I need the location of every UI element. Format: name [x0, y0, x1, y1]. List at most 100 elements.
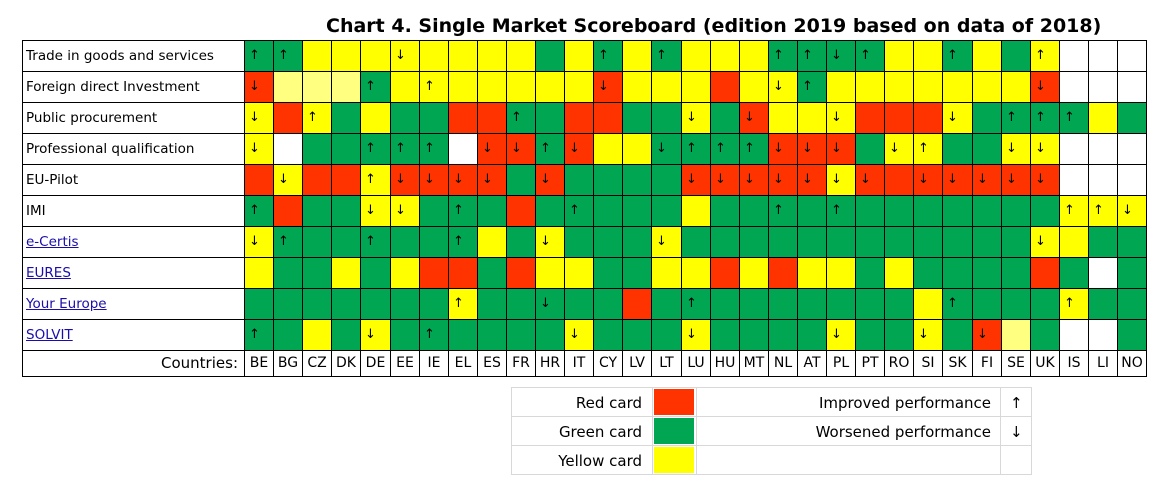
score-cell-imi-mt [739, 195, 769, 227]
score-cell-foreign-direct-investment-uk: ↓ [1030, 71, 1060, 103]
up-arrow-icon: ↑ [395, 141, 406, 156]
country-label-ie: IE [419, 350, 449, 377]
score-cell-solvit-lv [622, 319, 652, 351]
down-arrow-icon: ↓ [977, 327, 988, 342]
score-cell-trade-in-goods-and-services-cz [302, 40, 332, 72]
down-arrow-icon: ↓ [569, 141, 580, 156]
score-cell-e-certis-si [913, 226, 943, 258]
score-cell-eu-pilot-pl: ↓ [826, 164, 856, 196]
score-cell-e-certis-mt [739, 226, 769, 258]
down-arrow-icon: ↓ [482, 141, 493, 156]
country-label-se: SE [1001, 350, 1031, 377]
up-arrow-icon: ↑ [365, 172, 376, 187]
score-cell-e-certis-ee [390, 226, 420, 258]
score-cell-your-europe-ro [884, 288, 914, 320]
score-cell-foreign-direct-investment-dk [331, 71, 361, 103]
score-cell-professional-qualification-ro: ↓ [884, 133, 914, 165]
down-arrow-icon: ↓ [947, 110, 958, 125]
up-arrow-icon: ↑ [947, 48, 958, 63]
score-cell-foreign-direct-investment-lu [681, 71, 711, 103]
score-cell-foreign-direct-investment-pt [855, 71, 885, 103]
score-cell-eures-de [360, 257, 391, 289]
score-cell-solvit-hr [535, 319, 565, 351]
down-arrow-icon: ↓ [686, 172, 697, 187]
up-arrow-icon: ↑ [1035, 48, 1046, 63]
down-arrow-icon: ↓ [249, 141, 260, 156]
row-label-your-europe[interactable]: Your Europe [22, 288, 245, 320]
down-arrow-icon: ↓ [947, 172, 958, 187]
score-cell-your-europe-cz [302, 288, 332, 320]
score-cell-eu-pilot-cy [593, 164, 623, 196]
score-cell-foreign-direct-investment-at: ↑ [797, 71, 827, 103]
up-arrow-icon: ↑ [918, 141, 929, 156]
score-cell-trade-in-goods-and-services-mt [739, 40, 769, 72]
score-cell-your-europe-hr: ↓ [535, 288, 565, 320]
score-cell-eures-cy [593, 257, 623, 289]
score-cell-your-europe-be [244, 288, 274, 320]
down-arrow-icon: ↓ [744, 172, 755, 187]
down-arrow-icon: ↓ [1035, 141, 1046, 156]
row-label-solvit[interactable]: SOLVIT [22, 319, 245, 351]
score-cell-public-procurement-pt [855, 102, 885, 134]
score-cell-your-europe-is: ↑ [1059, 288, 1089, 320]
country-label-sk: SK [942, 350, 973, 377]
score-cell-trade-in-goods-and-services-at: ↑ [797, 40, 827, 72]
score-cell-your-europe-uk [1030, 288, 1060, 320]
score-cell-eu-pilot-fr [506, 164, 536, 196]
score-cell-public-procurement-is: ↑ [1059, 102, 1089, 134]
score-cell-e-certis-ro [884, 226, 914, 258]
score-cell-foreign-direct-investment-fr [506, 71, 536, 103]
score-cell-professional-qualification-el [448, 133, 478, 165]
score-cell-solvit-si: ↓ [913, 319, 943, 351]
score-cell-solvit-cz [302, 319, 332, 351]
score-cell-public-procurement-cy [593, 102, 623, 134]
score-cell-professional-qualification-lu: ↑ [681, 133, 711, 165]
score-cell-eu-pilot-lt [651, 164, 682, 196]
score-cell-imi-es [477, 195, 507, 227]
score-cell-imi-si [913, 195, 943, 227]
country-label-is: IS [1059, 350, 1089, 377]
down-arrow-icon: ↓ [395, 48, 406, 63]
score-cell-professional-qualification-be: ↓ [244, 133, 274, 165]
score-cell-eures-lt [651, 257, 682, 289]
country-label-at: AT [797, 350, 827, 377]
score-cell-eu-pilot-fi: ↓ [972, 164, 1002, 196]
score-cell-professional-qualification-cz [302, 133, 332, 165]
score-cell-trade-in-goods-and-services-ro [884, 40, 914, 72]
score-cell-solvit-hu [710, 319, 740, 351]
score-cell-professional-qualification-dk [331, 133, 361, 165]
up-arrow-icon: ↑ [453, 296, 464, 311]
country-label-be: BE [244, 350, 274, 377]
score-cell-imi-cy [593, 195, 623, 227]
score-cell-trade-in-goods-and-services-pt: ↑ [855, 40, 885, 72]
score-cell-e-certis-nl [768, 226, 798, 258]
up-arrow-icon: ↑ [569, 203, 580, 218]
country-label-es: ES [477, 350, 507, 377]
score-cell-eu-pilot-at: ↓ [797, 164, 827, 196]
country-label-ee: EE [390, 350, 420, 377]
up-arrow-icon: ↑ [1006, 110, 1017, 125]
score-cell-eu-pilot-lv [622, 164, 652, 196]
score-cell-eu-pilot-is [1059, 164, 1089, 196]
country-label-nl: NL [768, 350, 798, 377]
score-cell-solvit-es [477, 319, 507, 351]
score-cell-solvit-li [1088, 319, 1118, 351]
up-arrow-icon: ↑ [453, 203, 464, 218]
score-cell-public-procurement-nl [768, 102, 798, 134]
score-cell-e-certis-cz [302, 226, 332, 258]
down-arrow-icon: ↓ [686, 327, 697, 342]
score-cell-trade-in-goods-and-services-fi [972, 40, 1002, 72]
country-label-cy: CY [593, 350, 623, 377]
score-cell-professional-qualification-ie: ↑ [419, 133, 449, 165]
score-cell-professional-qualification-at: ↓ [797, 133, 827, 165]
score-cell-public-procurement-hu [710, 102, 740, 134]
score-cell-eu-pilot-no [1117, 164, 1147, 196]
row-label-eures[interactable]: EURES [22, 257, 245, 289]
down-arrow-icon: ↓ [977, 172, 988, 187]
down-arrow-icon: ↓ [831, 48, 842, 63]
score-cell-eures-lu [681, 257, 711, 289]
up-arrow-icon: ↑ [1064, 203, 1075, 218]
score-cell-your-europe-pl [826, 288, 856, 320]
score-cell-e-certis-pl [826, 226, 856, 258]
row-label-e-certis[interactable]: e-Certis [22, 226, 245, 258]
